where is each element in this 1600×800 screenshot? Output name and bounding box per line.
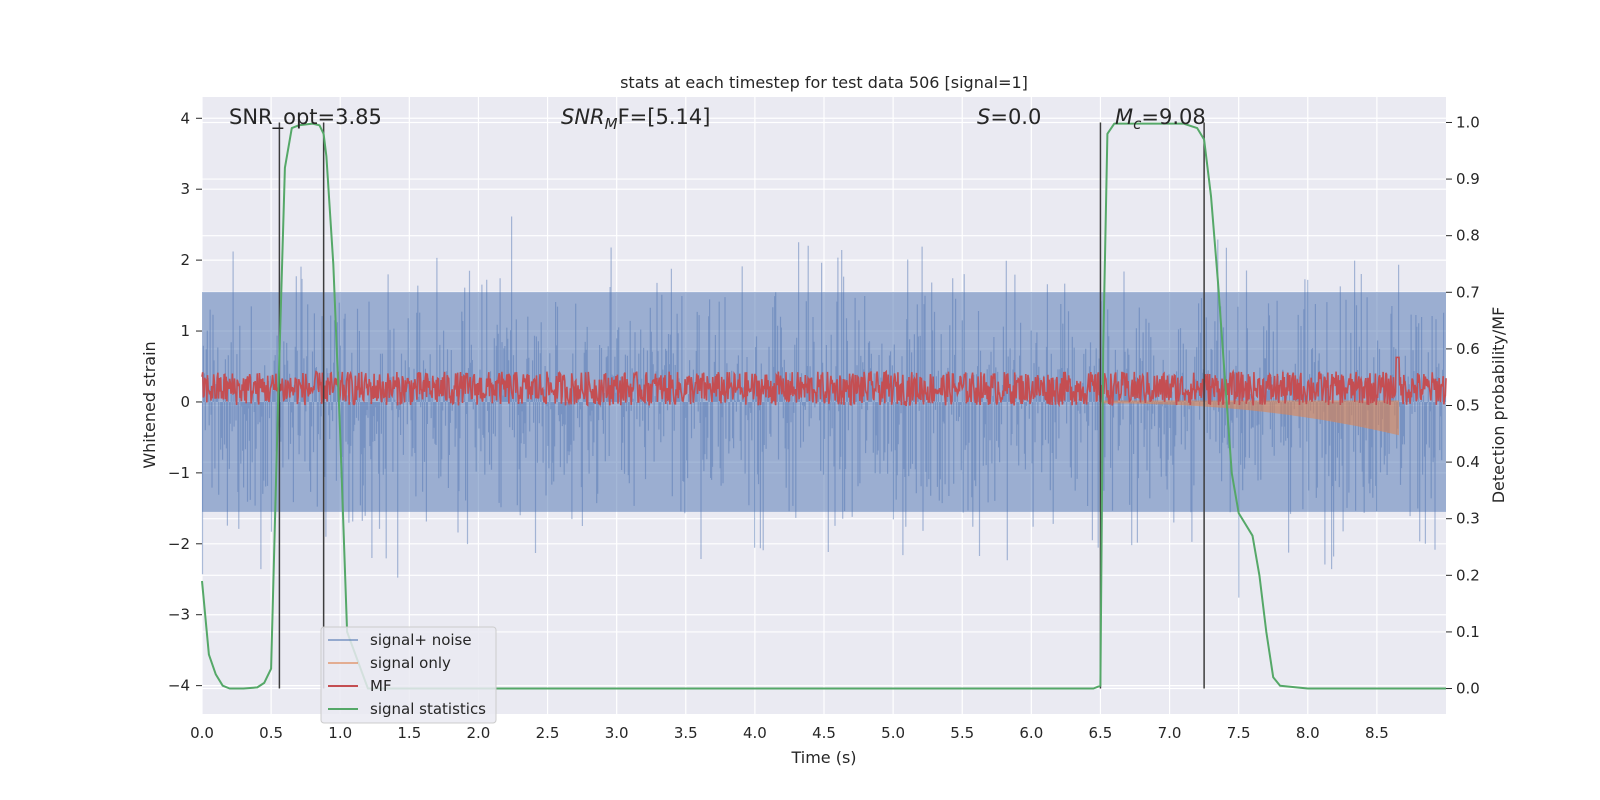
y-tick-label: −4	[168, 677, 190, 695]
y-tick-label: 2	[180, 251, 190, 269]
x-tick-label: 1.0	[328, 724, 352, 742]
legend-label-signal-only: signal only	[370, 654, 451, 672]
y2-ticks: 1.0 0.9 0.8 0.7 0.6 0.5 0.4 0.3 0.2 0.1 0.0	[1446, 113, 1480, 698]
annotation-snr-opt: SNR_opt=3.85	[229, 105, 382, 130]
x-tick-label: 6.5	[1089, 724, 1113, 742]
y2-tick-label: 0.8	[1456, 227, 1480, 245]
y-tick-label: −1	[168, 464, 190, 482]
y2-tick-label: 0.4	[1456, 453, 1480, 471]
series-mf	[201, 356, 1447, 408]
y2-tick-label: 0.1	[1456, 623, 1480, 641]
annotations: SNR_opt=3.85 SNRMF=[5.14] S=0.0 Mc=9.08	[229, 105, 1206, 133]
annotation-mc-sub: c	[1133, 115, 1142, 133]
y-tick-label: −2	[168, 535, 190, 553]
y-axis-label: Whitened strain	[140, 341, 159, 468]
x-tick-label: 7.5	[1227, 724, 1251, 742]
legend-label-mf: MF	[370, 677, 392, 695]
x-tick-label: 5.0	[881, 724, 905, 742]
annotation-s-tail: =0.0	[990, 105, 1041, 129]
x-tick-label: 4.0	[743, 724, 767, 742]
x-tick-label: 1.5	[397, 724, 421, 742]
y2-tick-label: 0.9	[1456, 170, 1480, 188]
annotation-snr-mf-sub: M	[605, 115, 618, 133]
y2-axis-label: Detection probability/MF	[1489, 307, 1508, 504]
annotation-snr-mf: SNRMF=[5.14]	[561, 105, 710, 133]
y2-tick-label: 0.5	[1456, 397, 1480, 415]
y-ticks: 4 3 2 1 0 −1 −2 −3 −4	[168, 109, 202, 695]
annotation-snr-mf-tail: F=[5.14]	[618, 105, 711, 129]
x-ticks: 0.0 0.5 1.0 1.5 2.0 2.5 3.0 3.5 4.0 4.5 5.0 5.5 6.0 6…	[190, 724, 1389, 742]
y2-tick-label: 0.6	[1456, 340, 1480, 358]
chart-title: stats at each timestep for test data 506…	[620, 73, 1028, 92]
annotation-mc: Mc=9.08	[1115, 105, 1206, 133]
x-tick-label: 0.5	[259, 724, 283, 742]
x-axis-label: Time (s)	[790, 748, 856, 767]
legend: signal+ noise signal only MF signal stat…	[320, 626, 497, 724]
annotation-s-main: S	[977, 105, 990, 129]
x-tick-label: 3.0	[605, 724, 629, 742]
x-tick-label: 2.0	[467, 724, 491, 742]
series-signal-statistics	[201, 122, 1446, 690]
x-tick-label: 8.5	[1365, 724, 1389, 742]
y-tick-label: −3	[168, 606, 190, 624]
x-tick-label: 0.0	[190, 724, 214, 742]
annotation-mc-main: M	[1115, 105, 1133, 129]
y-tick-label: 1	[180, 322, 190, 340]
legend-label-signal-statistics: signal statistics	[370, 700, 486, 718]
x-tick-label: 5.5	[950, 724, 974, 742]
annotation-s: S=0.0	[977, 105, 1041, 129]
legend-box	[320, 626, 497, 724]
x-tick-label: 7.0	[1158, 724, 1182, 742]
y-tick-label: 0	[180, 393, 190, 411]
annotation-snr-mf-main: SNR	[561, 105, 605, 129]
x-tick-label: 4.5	[812, 724, 836, 742]
y2-tick-label: 0.2	[1456, 566, 1480, 584]
series-signal-only	[1100, 400, 1399, 436]
x-tick-label: 8.0	[1296, 724, 1320, 742]
y2-tick-label: 1.0	[1456, 113, 1480, 131]
mf-line	[201, 356, 1447, 408]
y2-tick-label: 0.7	[1456, 283, 1480, 301]
signal-only-area	[1100, 400, 1399, 436]
y-tick-label: 4	[180, 109, 190, 127]
y2-tick-label: 0.0	[1456, 680, 1480, 698]
x-tick-label: 6.0	[1019, 724, 1043, 742]
legend-label-signal-noise: signal+ noise	[370, 631, 472, 649]
x-tick-label: 2.5	[536, 724, 560, 742]
x-tick-label: 3.5	[674, 724, 698, 742]
signal-statistics-line	[201, 122, 1446, 690]
y-tick-label: 3	[180, 180, 190, 198]
y2-tick-label: 0.3	[1456, 510, 1480, 528]
annotation-mc-tail: =9.08	[1141, 105, 1205, 129]
